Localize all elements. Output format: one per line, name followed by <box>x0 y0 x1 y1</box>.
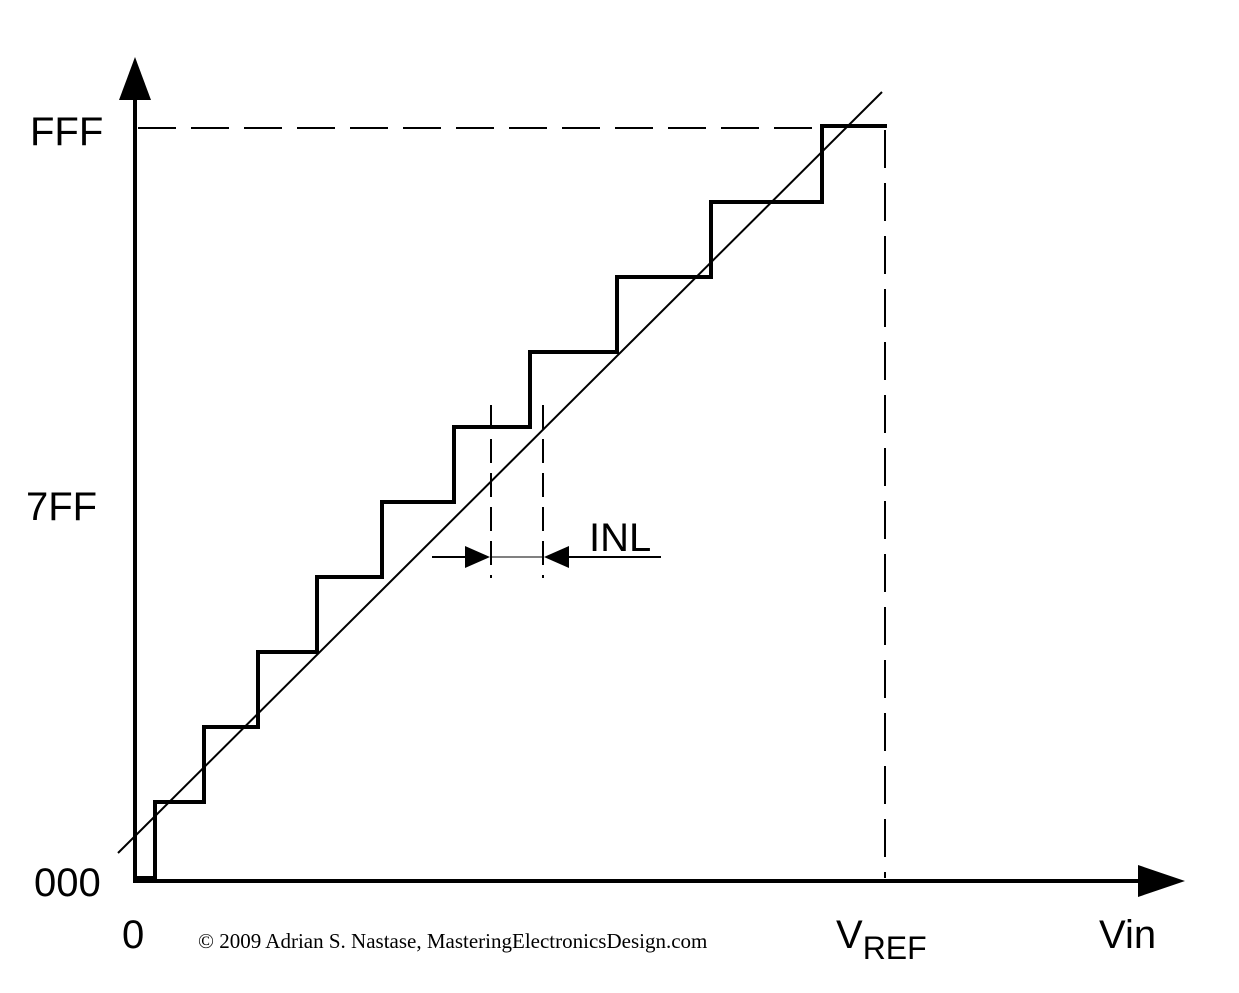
y-axis-arrow <box>119 57 151 100</box>
inl-right-arrow-head <box>544 546 569 568</box>
copyright-notice: © 2009 Adrian S. Nastase, MasteringElect… <box>198 929 707 953</box>
x-axis-label-vin: Vin <box>1099 913 1156 957</box>
adc-staircase <box>135 124 887 880</box>
x-axis-arrow <box>1138 865 1185 897</box>
y-label-fff: FFF <box>30 110 103 154</box>
y-label-7ff: 7FF <box>26 485 97 529</box>
x-label-origin: 0 <box>122 913 144 957</box>
ideal-transfer-line <box>117 91 883 854</box>
inl-left-arrow-head <box>465 546 490 568</box>
y-label-000: 000 <box>34 861 101 905</box>
inl-label: INL <box>589 516 651 560</box>
x-label-vref: VREF <box>836 913 927 966</box>
vref-subscript: REF <box>863 930 927 966</box>
vref-main: V <box>836 913 863 957</box>
